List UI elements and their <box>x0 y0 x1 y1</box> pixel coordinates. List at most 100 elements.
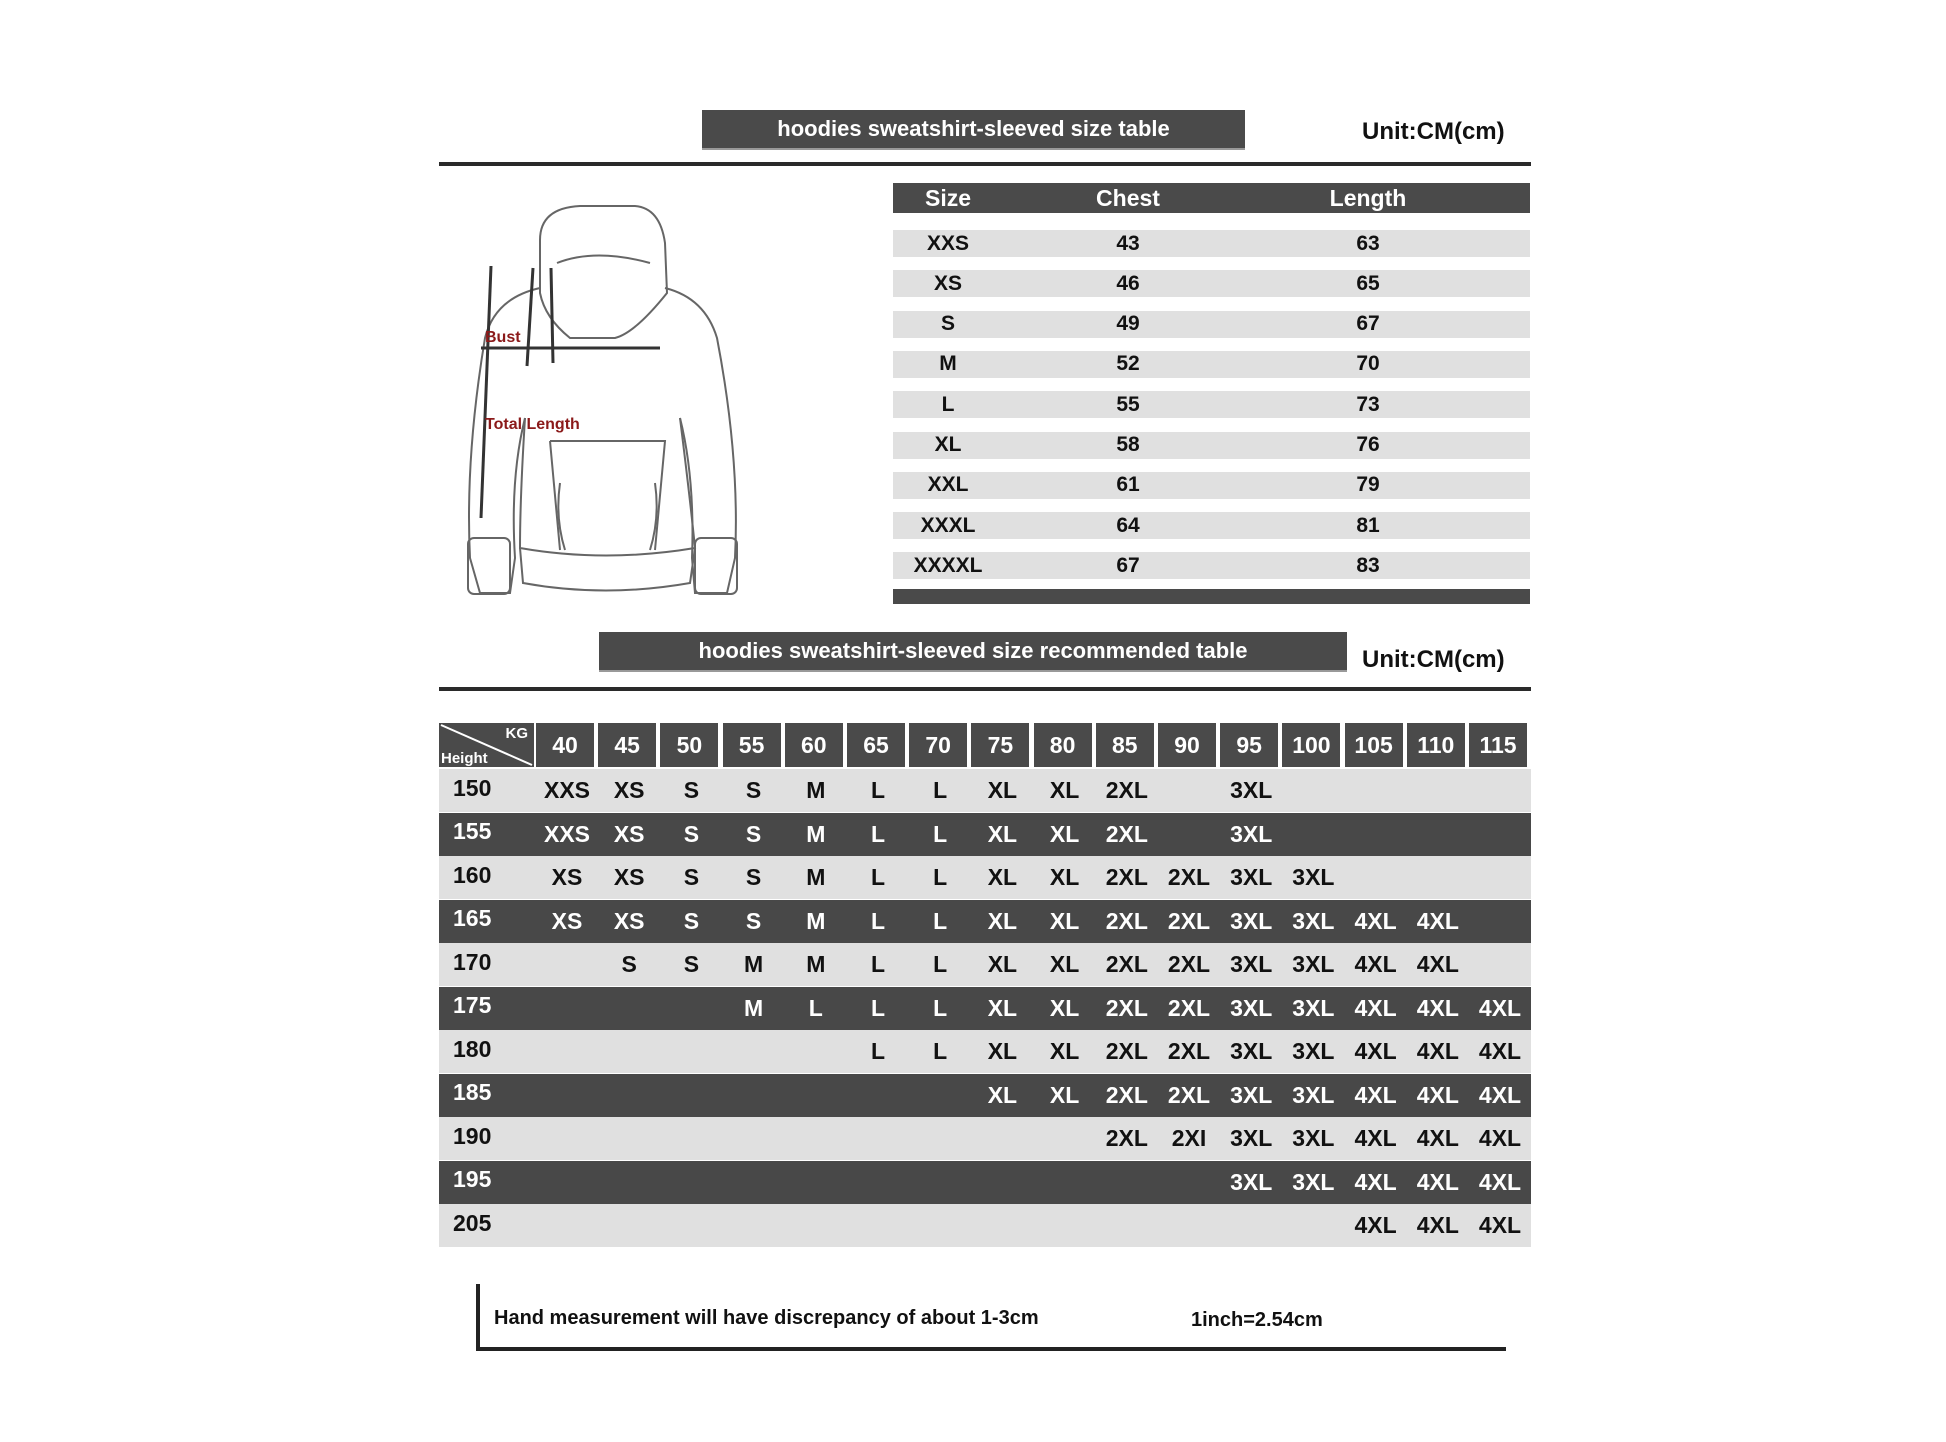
height-cell: 175 <box>453 992 492 1018</box>
size-cell: M <box>806 820 826 847</box>
chest-cell: 64 <box>1116 513 1140 537</box>
size-table-unit: Unit:CM(cm) <box>1362 118 1505 145</box>
size-cell <box>847 1117 909 1160</box>
size-row: L 55 73 <box>893 391 1530 419</box>
size-cell: XL <box>934 433 962 456</box>
size-cell: L <box>933 994 948 1021</box>
size-cell <box>1407 856 1469 899</box>
size-cell <box>1096 1204 1158 1247</box>
size-cell: 3XL <box>1292 1125 1335 1151</box>
size-cell <box>909 1117 971 1160</box>
size-cell <box>785 1030 847 1073</box>
size-cell: M <box>806 777 826 803</box>
size-cell <box>847 1074 909 1117</box>
size-cell <box>909 1161 971 1204</box>
size-cell: 4XL <box>1354 1125 1397 1151</box>
chest-cell: 55 <box>1116 392 1140 416</box>
chest-cell: 46 <box>1116 271 1140 295</box>
weight-header: 105 <box>1344 723 1403 767</box>
size-cell: L <box>870 1038 886 1064</box>
size-cell <box>536 987 598 1030</box>
size-cell: XL <box>1049 994 1080 1021</box>
weight-header: 70 <box>909 723 968 767</box>
table-row: 155 XXS XS S S M L L XL XL 2XL 3XL <box>439 812 1531 856</box>
size-cell: 2XL <box>1105 864 1148 890</box>
size-cell <box>598 1030 660 1073</box>
size-cell: 4XL <box>1354 1038 1397 1064</box>
size-cell: L <box>808 994 823 1021</box>
size-cell: XL <box>1049 777 1080 803</box>
size-cell: XXXXL <box>913 553 983 577</box>
size-cell: S <box>683 907 700 934</box>
size-cell: S <box>683 820 700 847</box>
size-row: XXL 61 79 <box>893 471 1530 499</box>
size-cell: 3XL <box>1292 864 1335 890</box>
size-cell: L <box>870 907 886 934</box>
size-cell <box>971 1204 1033 1247</box>
size-cell: XL <box>987 951 1018 977</box>
weight-header: 40 <box>536 723 594 767</box>
length-cell: 76 <box>1356 433 1380 456</box>
size-cell: 4XL <box>1478 1212 1522 1238</box>
length-cell: 73 <box>1356 392 1380 416</box>
size-row: XL 58 76 <box>893 431 1530 459</box>
size-cell: L <box>933 907 948 934</box>
size-cell <box>1158 1204 1220 1247</box>
size-cell: M <box>939 352 957 376</box>
size-cell: 4XL <box>1416 1212 1459 1238</box>
table-row: 195 3XL 3XL 4XL 4XL 4XL <box>439 1160 1531 1204</box>
table-row: 205 4XL 4XL 4XL <box>439 1204 1531 1247</box>
size-cell <box>1407 813 1469 856</box>
size-cell <box>785 1161 847 1204</box>
size-cell: 4XL <box>1478 1125 1522 1151</box>
length-cell: 70 <box>1356 352 1380 376</box>
size-cell: 4XL <box>1354 1212 1397 1238</box>
size-cell <box>660 1030 722 1073</box>
size-cell: XL <box>1049 1038 1080 1064</box>
size-cell: XS <box>551 864 583 890</box>
table-row: 190 2XL 2XI 3XL 3XL 4XL 4XL 4XL <box>439 1117 1531 1160</box>
table-row: 150 XXS XS S S M L L XL XL 2XL 3XL <box>439 769 1531 812</box>
table-row: 165 XS XS S S M L L XL XL 2XL 2XL 3XL 3XL 4XL 4XL <box>439 899 1531 943</box>
chest-cell: 61 <box>1116 473 1140 497</box>
height-label: Height <box>441 750 488 767</box>
size-cell <box>847 1161 909 1204</box>
size-cell: 2XL <box>1105 994 1148 1021</box>
size-cell <box>598 1117 660 1160</box>
size-cell: 4XL <box>1416 994 1459 1021</box>
size-cell <box>1469 856 1531 899</box>
size-cell <box>1282 813 1344 856</box>
divider <box>439 162 1531 166</box>
size-cell <box>660 1204 722 1247</box>
size-cell: XS <box>551 907 583 934</box>
weight-header: 90 <box>1158 723 1216 767</box>
size-cell: 2XL <box>1105 1038 1148 1064</box>
size-row: M 52 70 <box>893 350 1530 378</box>
height-cell: 150 <box>453 774 492 801</box>
size-cell: 4XL <box>1416 951 1459 977</box>
size-cell <box>723 1161 785 1204</box>
size-cell: XL <box>987 864 1018 890</box>
size-cell: 2XL <box>1167 864 1211 890</box>
size-cell: 3XL <box>1292 1168 1335 1195</box>
divider <box>439 687 1531 691</box>
size-cell: XXS <box>543 777 591 803</box>
size-cell: M <box>744 951 764 977</box>
size-cell <box>1345 813 1407 856</box>
size-cell: XS <box>933 271 962 295</box>
footer-bracket <box>476 1284 480 1350</box>
size-cell: S <box>745 907 762 934</box>
chest-cell: 52 <box>1116 352 1140 376</box>
size-cell <box>1469 900 1531 943</box>
inch-conversion: 1inch=2.54cm <box>1191 1309 1323 1331</box>
header-size: Size <box>924 184 972 211</box>
size-cell <box>598 1204 660 1247</box>
size-cell <box>1034 1161 1096 1204</box>
table-row: 175 M L L L XL XL 2XL 2XL 3XL 3XL 4XL 4XL 4XL <box>439 986 1531 1030</box>
size-cell: 2XI <box>1171 1125 1207 1151</box>
size-table-footer-bar <box>893 589 1530 604</box>
header-length: Length <box>1329 184 1407 211</box>
size-cell: 4XL <box>1416 1168 1459 1195</box>
size-cell <box>1469 943 1531 986</box>
total-length-label: Total Length <box>485 416 580 433</box>
